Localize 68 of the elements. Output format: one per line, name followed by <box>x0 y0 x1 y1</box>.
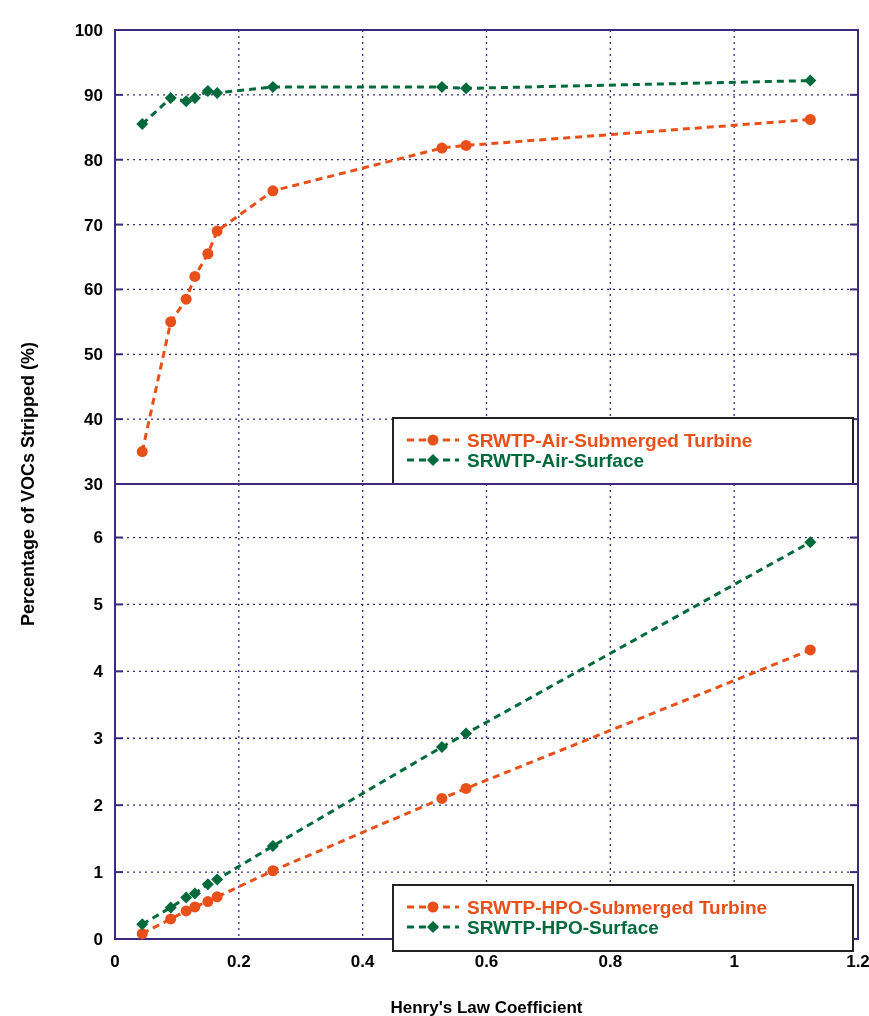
y-tick-label: 100 <box>74 20 103 40</box>
point <box>180 905 192 917</box>
point <box>211 891 223 903</box>
point <box>189 270 201 282</box>
point <box>267 185 279 197</box>
point <box>136 118 149 131</box>
point <box>804 536 817 549</box>
x-axis-title: Henry's Law Coefficient <box>390 998 583 1016</box>
point <box>435 740 448 753</box>
x-tick-label: 1 <box>729 952 739 971</box>
x-tick-label: 1.2 <box>846 952 869 971</box>
legend-label: SRWTP-HPO-Submerged Turbine <box>467 896 768 918</box>
point <box>164 92 177 105</box>
legend-label: SRWTP-Air-Surface <box>467 449 645 471</box>
point <box>136 928 148 940</box>
point <box>165 913 177 925</box>
point <box>180 293 192 305</box>
point <box>188 887 201 900</box>
legend-label: SRWTP-HPO-Surface <box>467 916 659 938</box>
x-tick-label: 0.4 <box>350 952 376 971</box>
point <box>460 82 473 95</box>
point <box>180 95 193 108</box>
point <box>136 446 148 458</box>
point <box>460 782 472 794</box>
point <box>136 918 149 931</box>
y-tick-label: 40 <box>84 410 103 430</box>
point <box>804 74 817 87</box>
point <box>460 727 473 740</box>
point <box>201 84 214 97</box>
point <box>202 248 214 260</box>
y-tick-label: 30 <box>84 474 103 494</box>
x-tick-label: 0.8 <box>598 952 623 971</box>
y-tick-label: 60 <box>84 280 103 300</box>
y-tick-label: 1 <box>93 863 103 883</box>
point <box>188 92 201 105</box>
point <box>165 316 177 328</box>
x-tick-label: 0 <box>110 952 120 971</box>
point <box>211 225 223 237</box>
point <box>436 142 448 154</box>
point <box>201 878 214 891</box>
legend-label: SRWTP-Air-Submerged Turbine <box>467 429 753 451</box>
point <box>189 901 201 913</box>
point <box>435 81 448 94</box>
point <box>804 114 816 125</box>
point <box>211 86 224 99</box>
y-tick-label: 4 <box>93 662 104 682</box>
y-tick-label: 2 <box>93 796 103 816</box>
point <box>266 81 279 94</box>
point <box>804 644 816 656</box>
point <box>460 139 472 151</box>
point <box>436 792 448 804</box>
x-tick-label: 0.2 <box>227 952 251 971</box>
y-tick-label: 90 <box>84 85 103 105</box>
point <box>164 901 177 914</box>
y-tick-label: 80 <box>84 150 103 170</box>
y-axis-title: Percentage of VOCs Stripped (%) <box>18 341 38 627</box>
y-tick-label: 70 <box>84 215 103 235</box>
y-tick-label: 5 <box>93 595 103 615</box>
y-tick-label: 0 <box>93 929 103 949</box>
point <box>267 865 279 877</box>
point <box>266 839 279 852</box>
point <box>180 891 193 904</box>
point <box>202 896 214 908</box>
point <box>211 873 224 886</box>
y-tick-label: 6 <box>93 528 103 548</box>
x-tick-label: 0.6 <box>474 952 499 971</box>
y-tick-label: 3 <box>93 729 103 749</box>
y-tick-label: 50 <box>84 345 103 365</box>
